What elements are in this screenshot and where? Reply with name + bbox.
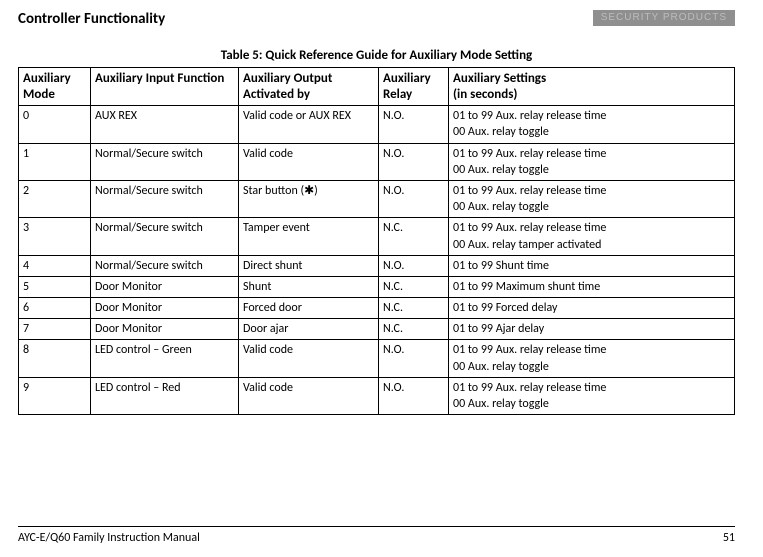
cell-mode: 9 [19, 377, 91, 414]
cell-out: Valid code [239, 377, 379, 414]
cell-func: Normal/Secure switch [91, 143, 239, 180]
table-row: 5Door MonitorShuntN.C.01 to 99 Maximum s… [19, 276, 735, 297]
cell-relay: N.O. [379, 106, 449, 143]
auxiliary-mode-table: Auxiliary Mode Auxiliary Input Function … [18, 67, 735, 415]
cell-out: Valid code or AUX REX [239, 106, 379, 143]
cell-func: Door Monitor [91, 298, 239, 319]
table-row: 1Normal/Secure switchValid codeN.O.01 to… [19, 143, 735, 180]
settings-line2: 00 Aux. relay toggle [453, 396, 730, 412]
settings-line2: 00 Aux. relay toggle [453, 359, 730, 375]
cell-relay: N.O. [379, 377, 449, 414]
cell-mode: 7 [19, 319, 91, 340]
table-row: 8LED control – GreenValid codeN.O.01 to … [19, 340, 735, 377]
table-row: 9LED control – RedValid codeN.O.01 to 99… [19, 377, 735, 414]
table-caption: Table 5: Quick Reference Guide for Auxil… [18, 48, 735, 63]
cell-relay: N.O. [379, 340, 449, 377]
settings-line1: 01 to 99 Aux. relay release time [453, 342, 730, 358]
cell-mode: 5 [19, 276, 91, 297]
cell-func: Door Monitor [91, 319, 239, 340]
col-header-out: Auxiliary Output Activated by [239, 68, 379, 106]
cell-func: LED control – Red [91, 377, 239, 414]
cell-mode: 2 [19, 180, 91, 217]
settings-line1: 01 to 99 Aux. relay release time [453, 220, 730, 236]
cell-settings: 01 to 99 Shunt time [449, 255, 735, 276]
col-header-relay: Auxiliary Relay [379, 68, 449, 106]
settings-line2: 00 Aux. relay toggle [453, 162, 730, 178]
cell-settings: 01 to 99 Aux. relay release time00 Aux. … [449, 106, 735, 143]
cell-relay: N.O. [379, 180, 449, 217]
cell-mode: 3 [19, 218, 91, 255]
settings-line1: 01 to 99 Aux. relay release time [453, 146, 730, 162]
cell-settings: 01 to 99 Ajar delay [449, 319, 735, 340]
table-row: 0AUX REXValid code or AUX REXN.O.01 to 9… [19, 106, 735, 143]
col-header-mode: Auxiliary Mode [19, 68, 91, 106]
cell-func: Normal/Secure switch [91, 218, 239, 255]
col-header-set-sub: (in seconds) [453, 87, 730, 103]
cell-out: Direct shunt [239, 255, 379, 276]
cell-settings: 01 to 99 Aux. relay release time00 Aux. … [449, 340, 735, 377]
cell-func: LED control – Green [91, 340, 239, 377]
page-title: Controller Functionality [18, 10, 165, 28]
table-row: 4Normal/Secure switchDirect shuntN.O.01 … [19, 255, 735, 276]
table-row: 3Normal/Secure switchTamper eventN.C.01 … [19, 218, 735, 255]
cell-out: Star button (✱) [239, 180, 379, 217]
settings-line1: 01 to 99 Shunt time [453, 258, 730, 274]
cell-settings: 01 to 99 Aux. relay release time00 Aux. … [449, 180, 735, 217]
cell-mode: 8 [19, 340, 91, 377]
cell-mode: 4 [19, 255, 91, 276]
cell-func: Normal/Secure switch [91, 255, 239, 276]
cell-relay: N.C. [379, 218, 449, 255]
table-row: 7Door MonitorDoor ajarN.C.01 to 99 Ajar … [19, 319, 735, 340]
settings-line1: 01 to 99 Aux. relay release time [453, 380, 730, 396]
cell-relay: N.O. [379, 255, 449, 276]
cell-func: Normal/Secure switch [91, 180, 239, 217]
cell-relay: N.C. [379, 298, 449, 319]
footer-left: AYC-E/Q60 Family Instruction Manual [18, 531, 200, 545]
col-header-func: Auxiliary Input Function [91, 68, 239, 106]
cell-settings: 01 to 99 Forced delay [449, 298, 735, 319]
cell-func: AUX REX [91, 106, 239, 143]
footer-right: 51 [723, 531, 735, 545]
cell-out: Valid code [239, 143, 379, 180]
cell-out: Shunt [239, 276, 379, 297]
cell-settings: 01 to 99 Aux. relay release time00 Aux. … [449, 218, 735, 255]
settings-line1: 01 to 99 Aux. relay release time [453, 183, 730, 199]
cell-func: Door Monitor [91, 276, 239, 297]
table-row: 2Normal/Secure switchStar button (✱)N.O.… [19, 180, 735, 217]
cell-relay: N.O. [379, 143, 449, 180]
col-header-set: Auxiliary Settings (in seconds) [449, 68, 735, 106]
settings-line2: 00 Aux. relay toggle [453, 124, 730, 140]
brand-badge: SECURITY PRODUCTS [593, 10, 735, 26]
settings-line2: 00 Aux. relay toggle [453, 199, 730, 215]
cell-relay: N.C. [379, 276, 449, 297]
settings-line1: 01 to 99 Aux. relay release time [453, 108, 730, 124]
cell-out: Tamper event [239, 218, 379, 255]
cell-relay: N.C. [379, 319, 449, 340]
cell-out: Valid code [239, 340, 379, 377]
col-header-set-main: Auxiliary Settings [453, 71, 546, 86]
settings-line1: 01 to 99 Ajar delay [453, 321, 730, 337]
table-row: 6Door MonitorForced doorN.C.01 to 99 For… [19, 298, 735, 319]
cell-settings: 01 to 99 Aux. relay release time00 Aux. … [449, 377, 735, 414]
settings-line2: 00 Aux. relay tamper activated [453, 237, 730, 253]
cell-settings: 01 to 99 Maximum shunt time [449, 276, 735, 297]
cell-mode: 1 [19, 143, 91, 180]
cell-out: Door ajar [239, 319, 379, 340]
settings-line1: 01 to 99 Forced delay [453, 300, 730, 316]
cell-out: Forced door [239, 298, 379, 319]
cell-mode: 0 [19, 106, 91, 143]
cell-mode: 6 [19, 298, 91, 319]
cell-settings: 01 to 99 Aux. relay release time00 Aux. … [449, 143, 735, 180]
settings-line1: 01 to 99 Maximum shunt time [453, 279, 730, 295]
